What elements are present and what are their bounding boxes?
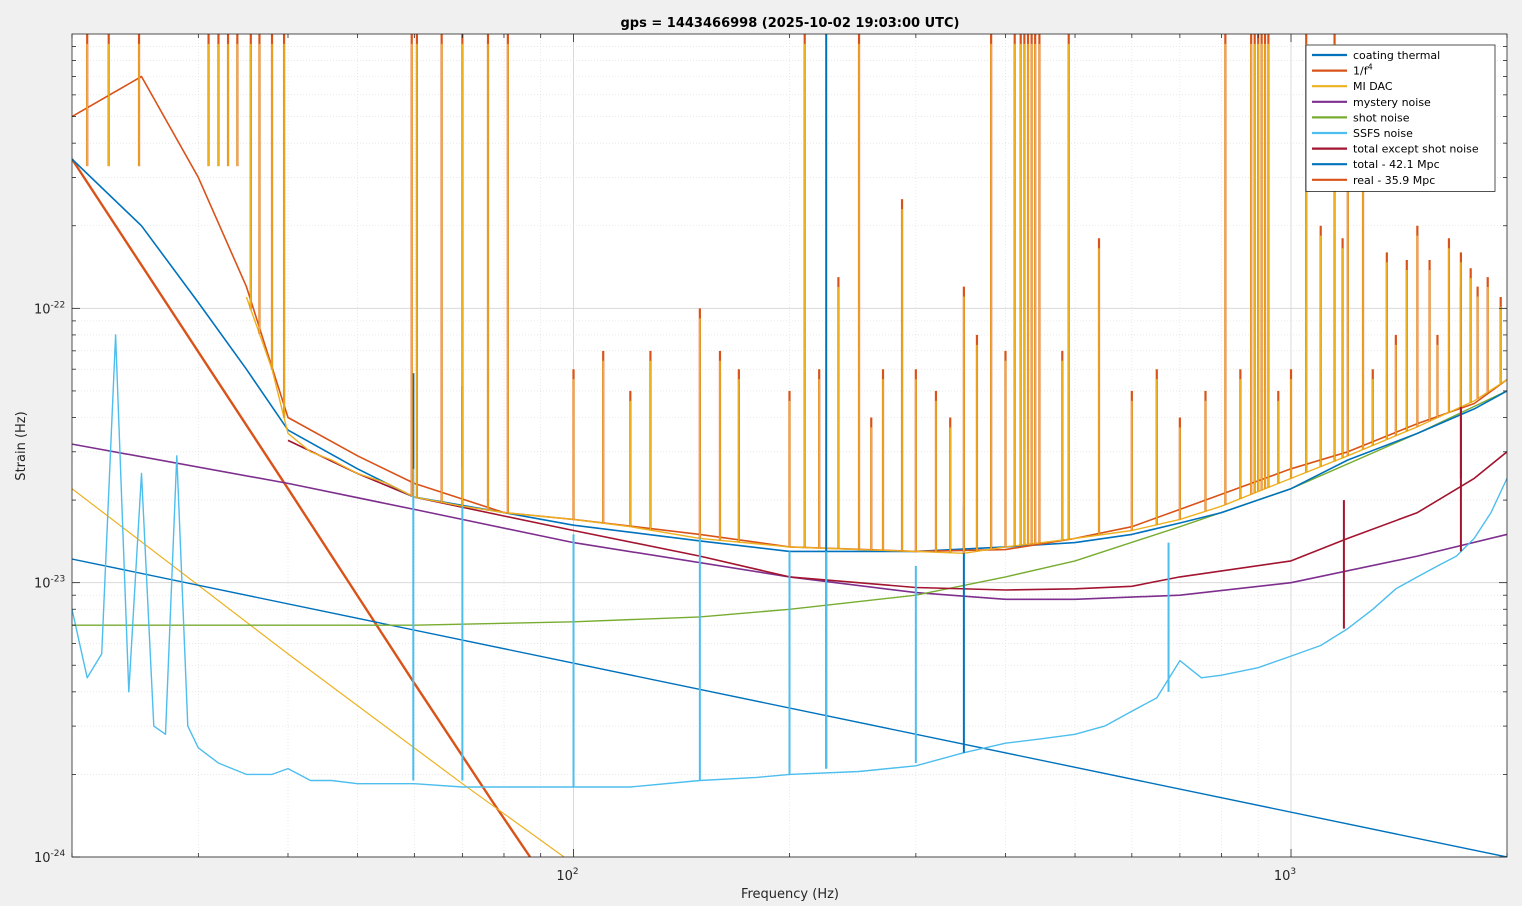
plot-axes: [71, 33, 1508, 858]
y-axis-label: Strain (Hz): [14, 411, 29, 480]
x-tick-labels: 102 103: [556, 867, 1296, 884]
legend-entry-name: MI DAC: [1353, 80, 1393, 93]
y-tick-label-exponent: -22: [51, 300, 66, 310]
legend-entry: MI DAC: [1353, 80, 1393, 93]
legend-entry: total - 42.1 Mpc: [1353, 158, 1440, 171]
y-tick-label-exponent: -23: [51, 575, 66, 585]
y-tick-label: 10-22: [34, 300, 65, 317]
legend-entry: real - 35.9 Mpc: [1353, 174, 1435, 187]
legend-entry-name: real - 35.9 Mpc: [1353, 174, 1435, 187]
legend-entry-name: shot noise: [1353, 111, 1410, 124]
legend-entry: shot noise: [1353, 111, 1410, 124]
series-ssfs-noise: [72, 334, 1507, 788]
legend-entry-name: mystery noise: [1353, 96, 1431, 109]
x-tick-label: 103: [1274, 867, 1296, 884]
legend-entry: coating thermal: [1353, 49, 1440, 62]
y-tick-label: 10-24: [34, 849, 66, 866]
x-tick-label-exponent: 3: [1290, 867, 1296, 877]
legend-entry: SSFS noise: [1353, 127, 1413, 140]
x-tick-label-exponent: 2: [573, 867, 579, 877]
series-total-42-1-mpc: [72, 158, 1507, 553]
legend-entry-name: total - 42.1 Mpc: [1353, 158, 1440, 171]
legend-entry-name: total except shot noise: [1353, 143, 1479, 156]
series-shot-noise: [72, 390, 1507, 626]
legend-entry: mystery noise: [1353, 96, 1431, 109]
series-total-except-shot-noise: [287, 439, 1507, 591]
tick-marks: [71, 34, 1508, 858]
y-tick-label-base: 10: [34, 851, 51, 866]
series-1-f: [72, 158, 532, 857]
legend-entry-name: coating thermal: [1353, 49, 1440, 62]
x-tick-label-base: 10: [556, 869, 573, 884]
legend-entry-superscript: 4: [1368, 63, 1373, 72]
y-tick-label-exponent: -24: [51, 849, 66, 859]
y-tick-label-base: 10: [34, 302, 51, 317]
x-tick-label: 102: [556, 867, 578, 884]
y-tick-label: 10-23: [34, 575, 65, 592]
series-mystery-noise: [72, 443, 1507, 601]
series-mi-dac: [72, 488, 565, 857]
legend-entry-name: SSFS noise: [1353, 127, 1413, 140]
chart-title: gps = 1443466998 (2025-10-02 19:03:00 UT…: [621, 16, 960, 31]
series-mi-dac-floor: [245, 296, 1507, 554]
legend-entry: total except shot noise: [1353, 143, 1479, 156]
x-tick-label-base: 10: [1274, 869, 1291, 884]
legend-entry: 1/f4: [1353, 63, 1373, 78]
x-axis-label: Frequency (Hz): [741, 887, 839, 902]
legend-entry-name: 1/f: [1353, 65, 1369, 78]
y-tick-label-base: 10: [34, 577, 51, 592]
